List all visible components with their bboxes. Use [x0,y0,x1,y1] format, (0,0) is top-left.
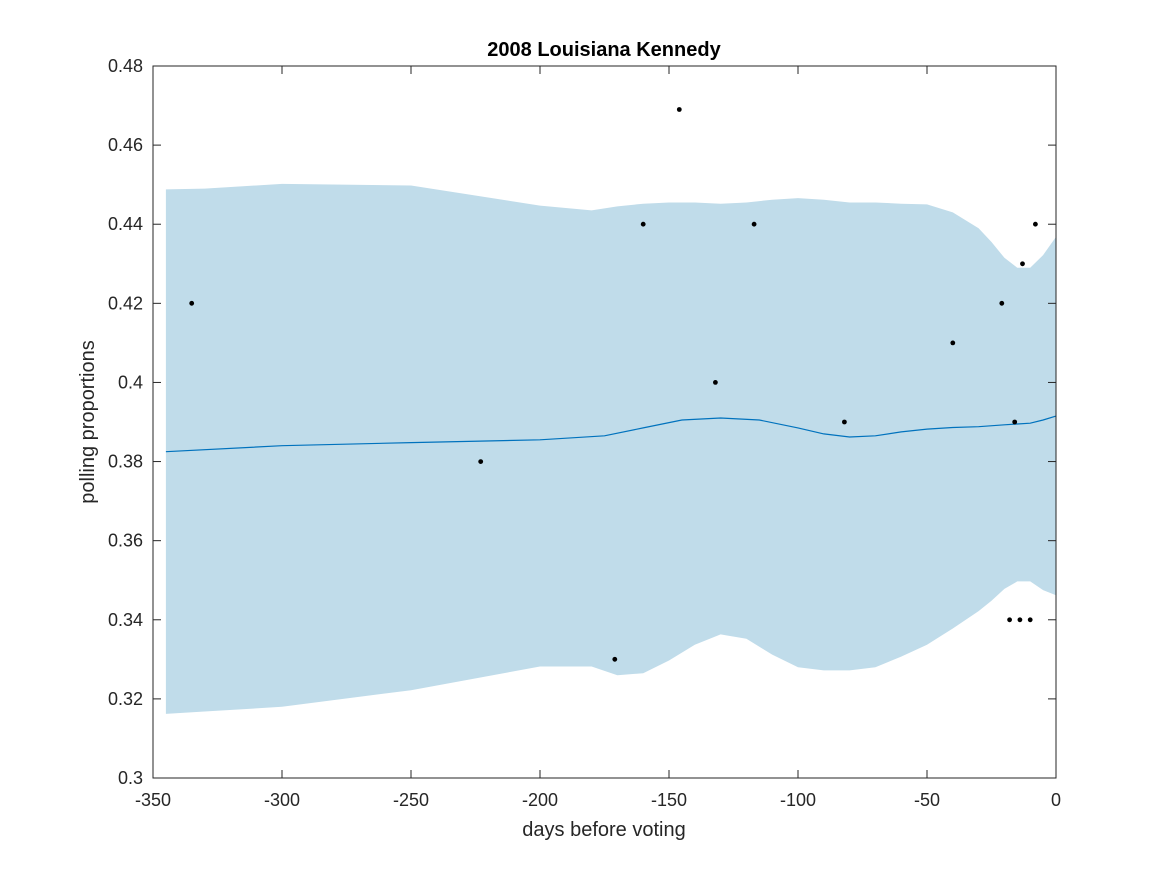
poll-point [612,656,618,662]
chart-title: 2008 Louisiana Kennedy [487,39,721,61]
trend-line-layer [165,415,1057,453]
y-tick-label: 0.46 [108,135,143,155]
poll-point [1027,617,1033,623]
poll-point [640,221,646,227]
poll-point [478,459,484,464]
trend-line [165,415,1057,453]
poll-point [676,107,682,112]
poll-point [842,419,847,425]
y-tick-label: 0.42 [108,293,143,313]
poll-point [999,300,1005,306]
x-tick-label: 0 [1051,790,1061,810]
plot-area-box [152,65,1057,779]
x-tick-label: -150 [651,790,687,810]
poll-points-layer [189,107,1038,662]
x-tick-label: -350 [135,790,171,810]
y-tick-label: 0.32 [108,689,143,709]
y-tick-label: 0.36 [108,531,143,551]
poll-point [1033,221,1038,227]
confidence-band [165,183,1056,714]
poll-point [1017,617,1023,623]
poll-point [189,300,195,306]
x-axis-ticks: -350 -300 -250 -200 -150 -100 -50 0 [135,66,1061,810]
axes-frame [152,65,1057,779]
poll-point [950,340,956,346]
poll-point [1012,419,1018,425]
x-tick-label: -250 [393,790,429,810]
confidence-band-layer [165,183,1056,714]
poll-point [713,380,718,385]
y-tick-label: 0.4 [118,372,143,392]
y-tick-label: 0.48 [108,56,143,76]
poll-point [1020,261,1025,267]
y-axis-label: polling proportions [77,340,99,503]
y-tick-label: 0.44 [108,214,143,234]
y-tick-label: 0.34 [108,610,143,630]
x-tick-label: -100 [780,790,816,810]
x-tick-label: -50 [914,790,940,810]
y-axis-ticks: 0.3 0.32 0.34 0.36 0.38 0.4 0.42 0.44 0.46 0.48 [108,56,1056,788]
x-tick-label: -300 [264,790,300,810]
poll-point [1007,617,1012,623]
y-tick-label: 0.3 [118,768,143,788]
x-axis-label: days before voting [522,819,685,841]
x-tick-label: -200 [522,790,558,810]
y-tick-label: 0.38 [108,452,143,472]
poll-point [751,221,757,227]
